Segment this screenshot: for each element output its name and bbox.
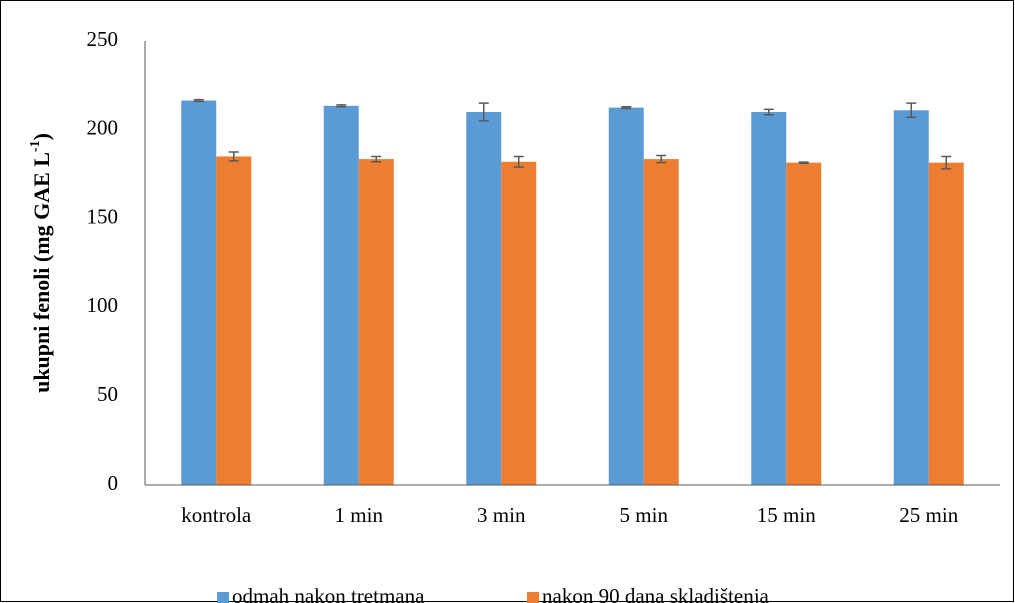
error-bar <box>371 155 382 163</box>
bar <box>751 112 787 485</box>
legend-label: odmah nakon tretmana <box>232 584 425 603</box>
x-tick-label: 25 min <box>899 503 958 527</box>
error-bar <box>763 108 774 116</box>
bar <box>181 100 217 485</box>
y-tick-label: 250 <box>87 27 119 51</box>
y-axis-label-text: ukupni fenoli (mg GAE L <box>29 152 54 393</box>
y-tick-label: 150 <box>87 204 119 228</box>
y-axis-label: ukupni fenoli (mg GAE L-1) <box>28 133 54 393</box>
y-axis-label-sup: -1 <box>28 140 43 152</box>
y-tick-label: 100 <box>87 293 119 317</box>
x-tick-label: 1 min <box>335 503 384 527</box>
error-bar <box>798 161 809 164</box>
legend-swatch <box>217 592 229 603</box>
y-axis-label-end: ) <box>29 133 54 140</box>
bar <box>893 110 929 485</box>
y-tick-label: 50 <box>97 382 118 406</box>
bar <box>466 112 502 485</box>
error-bar <box>906 102 917 119</box>
y-tick-label: 0 <box>108 471 119 495</box>
legend-label: nakon 90 dana skladištenja <box>542 584 770 603</box>
legend-swatch <box>527 592 539 603</box>
error-bar <box>193 98 204 103</box>
error-bar <box>478 102 489 122</box>
bar <box>501 161 537 485</box>
error-bar <box>513 155 524 168</box>
x-tick-label: 3 min <box>477 503 526 527</box>
bar <box>323 105 359 485</box>
error-bar <box>656 154 667 164</box>
error-bar <box>336 104 347 108</box>
error-bar <box>621 105 632 110</box>
x-tick-label: kontrola <box>181 503 252 527</box>
x-tick-label: 5 min <box>620 503 669 527</box>
bar <box>786 162 822 485</box>
error-bar <box>228 151 239 162</box>
bar <box>643 159 679 485</box>
bar <box>216 156 252 485</box>
error-bar <box>941 155 952 170</box>
x-tick-label: 15 min <box>757 503 816 527</box>
bar <box>608 107 644 485</box>
bar <box>358 159 394 485</box>
y-tick-label: 200 <box>87 116 119 140</box>
bar <box>928 162 964 485</box>
